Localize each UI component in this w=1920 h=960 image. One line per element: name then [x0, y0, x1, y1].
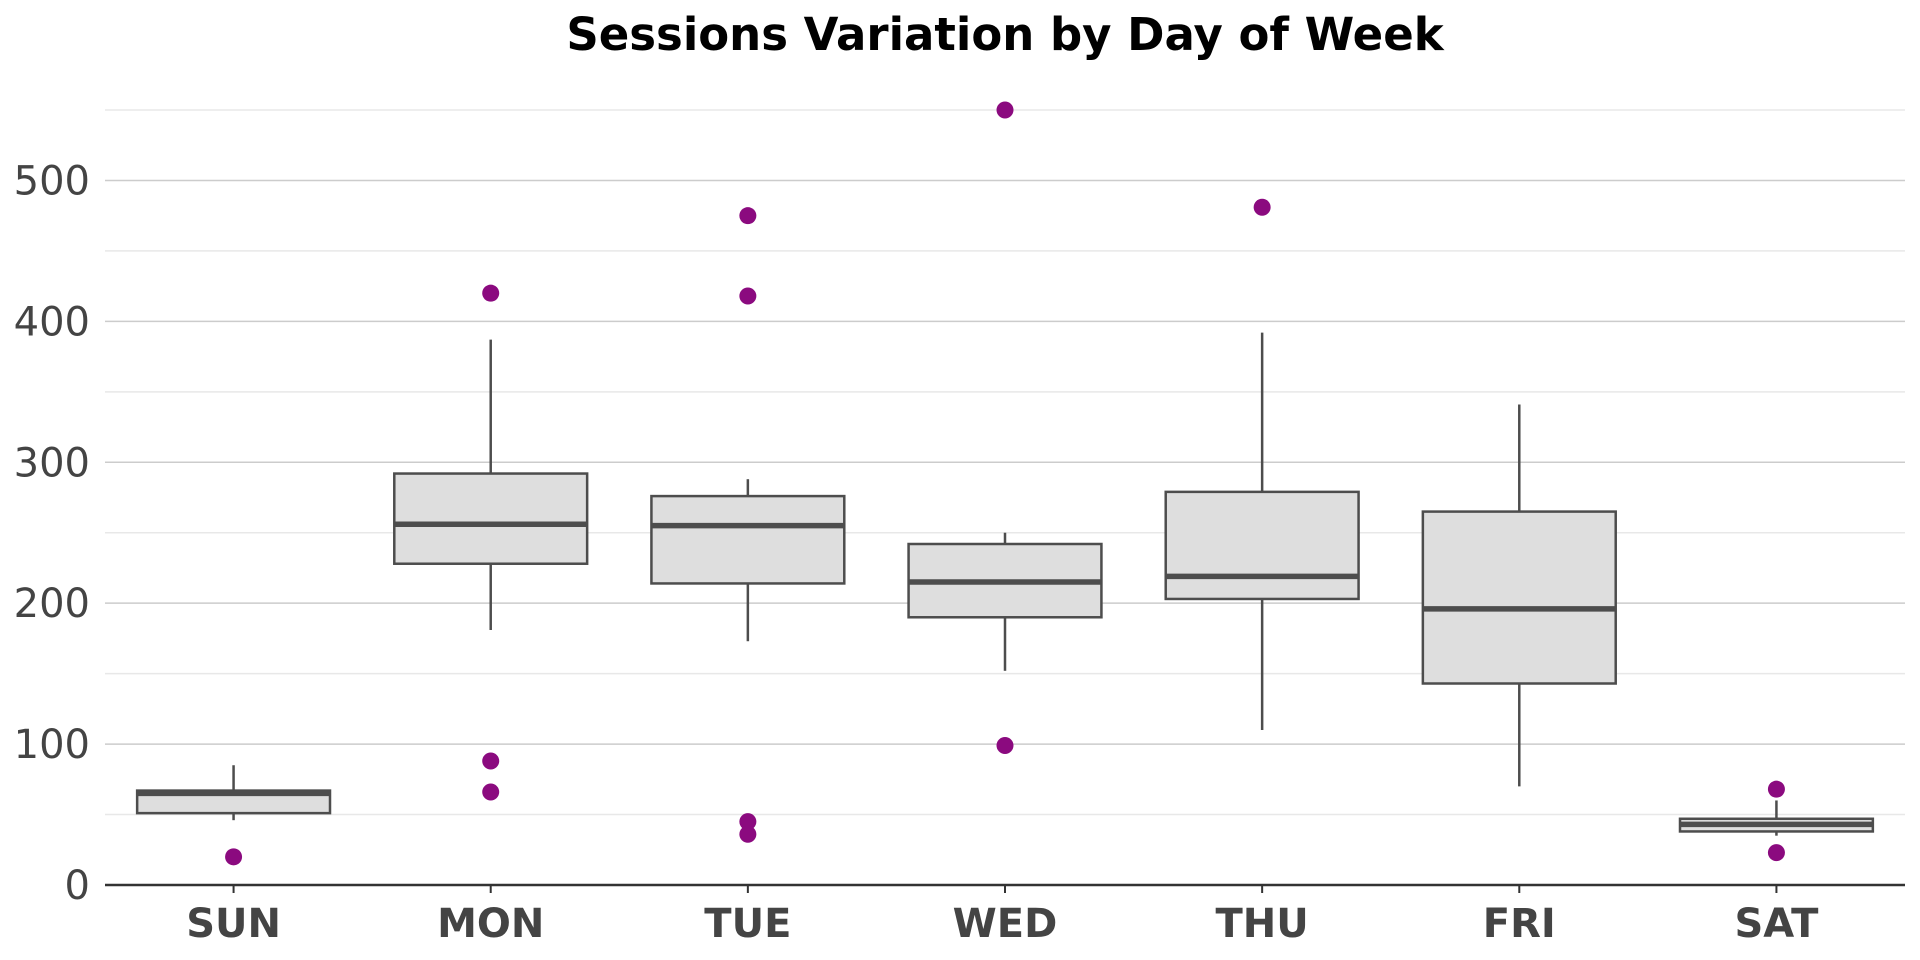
y-tick-label: 500: [14, 158, 90, 204]
box-mon: [393, 339, 589, 630]
x-tick-label: SAT: [1734, 901, 1819, 947]
iqr-box: [135, 789, 332, 815]
box-layer: [135, 332, 1875, 836]
x-tick-label: TUE: [704, 901, 791, 947]
outlier-point: [739, 825, 757, 843]
y-tick-label: 100: [14, 722, 90, 768]
x-tick-label: WED: [953, 901, 1058, 947]
iqr-box: [1164, 490, 1360, 601]
box-thu: [1164, 332, 1360, 730]
box-fri: [1421, 404, 1617, 787]
y-tick-label: 400: [14, 299, 90, 345]
outlier-point: [482, 783, 500, 801]
y-tick-label: 200: [14, 581, 90, 627]
outlier-point: [482, 752, 500, 770]
axis-layer: [105, 883, 1905, 893]
x-tick-label: MON: [437, 901, 544, 947]
x-tick-label: FRI: [1483, 901, 1556, 947]
y-tick-label: 0: [65, 863, 90, 909]
box-sat: [1678, 800, 1875, 836]
outlier-layer: [225, 101, 1785, 866]
grid-layer: [105, 109, 1905, 816]
outlier-point: [996, 101, 1014, 119]
label-layer: 0 100 200 300 400 500 SUN MON TUE WED THU FRI SAT: [14, 158, 1819, 947]
box-sun: [135, 765, 332, 821]
x-tick-label: THU: [1216, 901, 1309, 947]
outlier-point: [1767, 844, 1785, 862]
chart-title: Sessions Variation by Day of Week: [566, 8, 1444, 61]
iqr-box: [393, 472, 589, 565]
outlier-point: [739, 207, 757, 225]
outlier-point: [482, 284, 500, 302]
y-tick-label: 300: [14, 440, 90, 486]
x-tick-label: SUN: [186, 901, 281, 947]
outlier-point: [1767, 780, 1785, 798]
outlier-point: [1253, 198, 1271, 216]
outlier-point: [739, 287, 757, 305]
box-wed: [907, 532, 1103, 671]
box-tue: [650, 479, 846, 642]
iqr-box: [650, 494, 846, 585]
outlier-point: [996, 737, 1014, 754]
outlier-point: [739, 813, 757, 831]
iqr-box: [1421, 510, 1617, 685]
outlier-point: [225, 848, 243, 866]
